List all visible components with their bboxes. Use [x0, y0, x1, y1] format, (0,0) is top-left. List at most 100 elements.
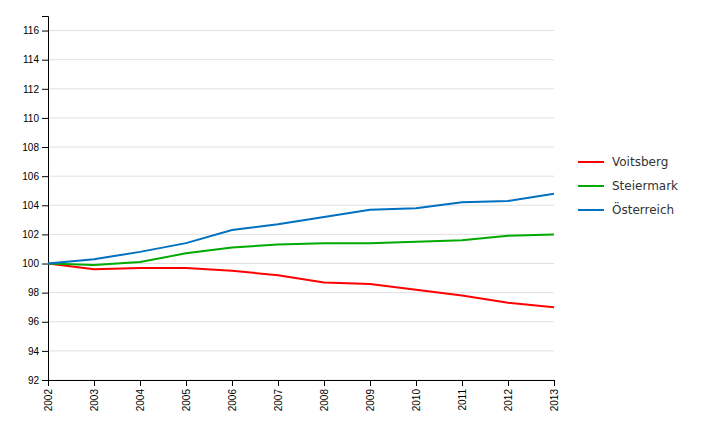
y-tick: 108: [22, 142, 48, 153]
lines: [48, 194, 554, 308]
y-tick-mark: [42, 31, 48, 32]
x-tick-label: 2006: [227, 389, 238, 412]
y-tick-mark: [42, 322, 48, 323]
x-tick-label: 2004: [135, 389, 146, 412]
legend-swatch: [578, 161, 604, 163]
y-tick-label: 102: [22, 229, 39, 240]
x-tick-label: 2005: [181, 389, 192, 412]
x-axis: 2002 2003 2004 2005 2006 2007 2008 2009 2010 2011…: [43, 380, 560, 411]
legend: Voitsberg Steiermark Österreich: [578, 155, 678, 217]
x-tick-label: 2011: [457, 389, 468, 411]
grid-line: [48, 350, 554, 351]
y-tick-label: 114: [23, 54, 39, 65]
grid-line: [48, 147, 554, 148]
x-tick-mark: [508, 380, 509, 386]
legend-item: Voitsberg: [578, 155, 668, 169]
legend-swatch: [578, 185, 604, 187]
legend-swatch: [578, 209, 604, 211]
legend-label: Voitsberg: [612, 155, 668, 169]
y-tick: 106: [22, 171, 48, 182]
series-line: [48, 234, 554, 265]
y-tick: 92: [28, 375, 48, 386]
y-tick-mark: [42, 176, 48, 177]
y-tick-label: 108: [22, 142, 39, 153]
y-tick-mark: [42, 89, 48, 90]
y-tick: 104: [22, 200, 48, 211]
x-tick: 2013: [549, 380, 560, 411]
x-tick: 2002: [43, 380, 54, 411]
y-tick-mark: [42, 205, 48, 206]
x-tick-label: 2007: [273, 389, 284, 412]
x-tick-mark: [94, 380, 95, 386]
y-tick-label: 104: [22, 200, 39, 211]
x-tick-mark: [462, 380, 463, 386]
x-tick-mark: [232, 380, 233, 386]
x-tick-mark: [140, 380, 141, 386]
x-tick-label: 2008: [319, 389, 330, 412]
grid-line: [48, 321, 554, 322]
y-tick-mark: [42, 380, 48, 381]
x-tick-mark: [324, 380, 325, 386]
x-tick-label: 2013: [549, 389, 560, 412]
grid-line: [48, 205, 554, 206]
y-tick-mark: [42, 60, 48, 61]
grid-line: [48, 88, 554, 89]
x-tick-label: 2002: [43, 389, 54, 412]
grid-line: [48, 292, 554, 293]
y-tick: 100: [22, 258, 48, 269]
y-tick-mark: [42, 351, 48, 352]
x-tick-label: 2012: [503, 389, 514, 412]
x-tick: 2005: [181, 380, 192, 411]
x-tick-label: 2003: [89, 389, 100, 412]
y-tick-label: 110: [23, 113, 39, 124]
y-tick-mark: [42, 118, 48, 119]
grid-line: [48, 30, 554, 31]
grid-line: [48, 117, 554, 118]
x-tick-mark: [554, 380, 555, 386]
y-tick-label: 100: [22, 258, 39, 269]
grid-line: [48, 59, 554, 60]
y-tick-mark: [42, 234, 48, 235]
y-tick-label: 112: [23, 84, 39, 95]
x-tick: 2012: [503, 380, 514, 411]
x-tick-mark: [186, 380, 187, 386]
y-tick-mark: [42, 147, 48, 148]
x-tick: 2009: [365, 380, 376, 411]
y-tick-label: 116: [23, 25, 39, 36]
y-tick-label: 106: [22, 171, 39, 182]
y-tick-label: 96: [28, 316, 40, 327]
x-tick-mark: [370, 380, 371, 386]
grid: [48, 31, 554, 380]
x-tick: 2003: [89, 380, 100, 411]
y-tick-label: 92: [28, 375, 40, 386]
y-tick-mark: [42, 293, 48, 294]
grid-line: [48, 176, 554, 177]
y-tick: 112: [23, 84, 48, 95]
legend-item: Steiermark: [578, 179, 678, 193]
x-tick: 2011: [457, 380, 468, 411]
y-tick: 102: [22, 229, 48, 240]
y-axis-line: [42, 17, 49, 381]
y-tick-mark: [42, 264, 48, 265]
legend-label: Steiermark: [612, 179, 678, 193]
y-tick: 98: [28, 287, 48, 298]
y-tick: 116: [23, 25, 48, 36]
x-tick-mark: [416, 380, 417, 386]
x-axis-line: [49, 381, 555, 387]
x-tick-mark: [278, 380, 279, 386]
y-tick: 94: [28, 346, 48, 357]
x-tick: 2010: [411, 380, 422, 411]
legend-label: Österreich: [612, 201, 674, 217]
chart: 2002 2003 2004 2005 2006 2007 2008 2009 2010 2011…: [0, 0, 714, 432]
y-tick-label: 98: [28, 287, 40, 298]
series-line: [48, 194, 554, 264]
x-tick: 2007: [273, 380, 284, 411]
y-axis: 92 94 96 98 100 102 104 106 108 110 112 114 116: [22, 17, 48, 386]
x-tick: 2006: [227, 380, 238, 411]
y-tick: 114: [23, 54, 48, 65]
x-tick: 2008: [319, 380, 330, 411]
legend-item: Österreich: [578, 201, 674, 217]
x-tick: 2004: [135, 380, 146, 411]
y-tick: 96: [28, 316, 48, 327]
plot: 2002 2003 2004 2005 2006 2007 2008 2009 2010 2011…: [22, 17, 560, 412]
